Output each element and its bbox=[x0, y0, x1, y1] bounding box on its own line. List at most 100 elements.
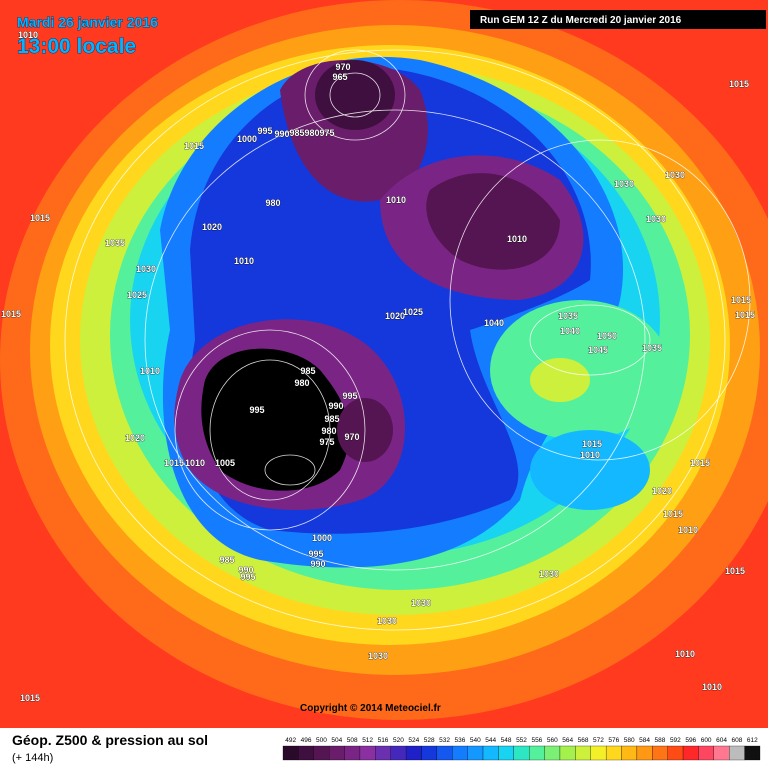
legend-swatch bbox=[652, 745, 668, 761]
legend-swatch bbox=[498, 745, 514, 761]
legend-label: 608 bbox=[731, 737, 742, 744]
legend-swatch bbox=[513, 745, 530, 761]
legend-label: 492 bbox=[285, 737, 296, 744]
isobar-label: 1050 bbox=[597, 331, 617, 341]
isobar-label: 985 bbox=[324, 414, 339, 424]
isobar-label: 995 bbox=[257, 126, 272, 136]
legend-label: 532 bbox=[439, 737, 450, 744]
legend-label: 604 bbox=[716, 737, 727, 744]
isobar-label: 980 bbox=[294, 378, 309, 388]
legend-label: 612 bbox=[747, 737, 758, 744]
isobar-label: 975 bbox=[319, 437, 334, 447]
legend-label: 556 bbox=[531, 737, 542, 744]
valid-date: Mardi 26 janvier 2016 bbox=[17, 14, 158, 30]
isobar-label: 1030 bbox=[368, 651, 388, 661]
isobar-label: 965 bbox=[332, 72, 347, 82]
legend-label: 584 bbox=[639, 737, 650, 744]
isobar-label: 1030 bbox=[539, 569, 559, 579]
legend-swatch bbox=[421, 745, 438, 761]
isobar-label: 995 bbox=[342, 391, 357, 401]
legend-swatch bbox=[390, 745, 407, 761]
isobar-label: 1020 bbox=[385, 311, 405, 321]
legend-swatch bbox=[590, 745, 607, 761]
legend-label: 600 bbox=[701, 737, 712, 744]
isobar-label: 985 bbox=[300, 366, 315, 376]
isobar-label: 1040 bbox=[484, 318, 504, 328]
legend-label: 576 bbox=[608, 737, 619, 744]
legend-swatch bbox=[329, 745, 345, 761]
legend-swatch bbox=[575, 745, 591, 761]
isobar-label: 1030 bbox=[136, 264, 156, 274]
run-info: Run GEM 12 Z du Mercredi 20 janvier 2016 bbox=[480, 15, 682, 26]
legend-swatch bbox=[359, 745, 376, 761]
legend-swatch bbox=[544, 745, 561, 761]
isobar-label: 1010 bbox=[580, 450, 600, 460]
isobar-label: 1010 bbox=[678, 525, 698, 535]
isobar-label: 1010 bbox=[386, 195, 406, 205]
copyright: Copyright © 2014 Meteociel.fr bbox=[300, 703, 441, 714]
isobar-label: 995 bbox=[249, 405, 264, 415]
legend-label: 544 bbox=[485, 737, 496, 744]
legend-label: 524 bbox=[408, 737, 419, 744]
map bbox=[0, 0, 768, 728]
isobar-label: 975 bbox=[319, 128, 334, 138]
isobar-label: 1035 bbox=[105, 238, 125, 248]
isobar-label: 1010 bbox=[18, 30, 38, 40]
isobar-label: 1025 bbox=[403, 307, 423, 317]
isobar-label: 1000 bbox=[312, 533, 332, 543]
isobar-label: 1010 bbox=[234, 256, 254, 266]
isobar-label: 990 bbox=[310, 559, 325, 569]
legend-label: 572 bbox=[593, 737, 604, 744]
legend-swatch bbox=[744, 745, 761, 761]
isobar-label: 1020 bbox=[125, 433, 145, 443]
isobar-label: 1030 bbox=[377, 616, 397, 626]
legend-swatch bbox=[482, 745, 499, 761]
legend-label: 588 bbox=[655, 737, 666, 744]
legend-label: 508 bbox=[347, 737, 358, 744]
legend-label: 512 bbox=[362, 737, 373, 744]
isobar-label: 1015 bbox=[20, 693, 40, 703]
legend-swatch bbox=[452, 745, 468, 761]
legend-swatch bbox=[698, 745, 714, 761]
local-time: 13:00 locale bbox=[17, 35, 136, 58]
isobar-label: 1015 bbox=[184, 141, 204, 151]
isobar-label: 980 bbox=[304, 128, 319, 138]
legend-swatch bbox=[405, 745, 422, 761]
legend-label: 596 bbox=[685, 737, 696, 744]
isobar-label: 1015 bbox=[663, 509, 683, 519]
isobar-label: 1025 bbox=[127, 290, 147, 300]
legend-swatch bbox=[375, 745, 391, 761]
isobar-label: 1015 bbox=[735, 310, 755, 320]
legend-swatch bbox=[636, 745, 653, 761]
isobar-label: 1015 bbox=[30, 213, 50, 223]
legend-label: 580 bbox=[624, 737, 635, 744]
isobar-label: 1020 bbox=[202, 222, 222, 232]
isobar-label: 1010 bbox=[140, 366, 160, 376]
isobar-label: 990 bbox=[274, 129, 289, 139]
isobar-label: 1010 bbox=[507, 234, 527, 244]
legend-label: 500 bbox=[316, 737, 327, 744]
legend-swatch bbox=[436, 745, 453, 761]
isobar-label: 1040 bbox=[560, 326, 580, 336]
isobar-label: 1015 bbox=[1, 309, 21, 319]
isobar-label: 995 bbox=[240, 572, 255, 582]
legend-label: 568 bbox=[578, 737, 589, 744]
isobar-label: 985 bbox=[289, 128, 304, 138]
isobar-label: 1000 bbox=[237, 134, 257, 144]
legend-label: 540 bbox=[470, 737, 481, 744]
legend-swatch bbox=[667, 745, 684, 761]
isobar-label: 1015 bbox=[729, 79, 749, 89]
legend-label: 560 bbox=[547, 737, 558, 744]
legend-swatch bbox=[298, 745, 314, 761]
legend-label: 528 bbox=[424, 737, 435, 744]
isobar-label: 1015 bbox=[725, 566, 745, 576]
isobar-label: 1020 bbox=[652, 486, 672, 496]
legend-label: 520 bbox=[393, 737, 404, 744]
isobar-label: 990 bbox=[328, 401, 343, 411]
isobar-label: 970 bbox=[344, 432, 359, 442]
isobar-label: 970 bbox=[335, 62, 350, 72]
legend-swatch bbox=[467, 745, 484, 761]
